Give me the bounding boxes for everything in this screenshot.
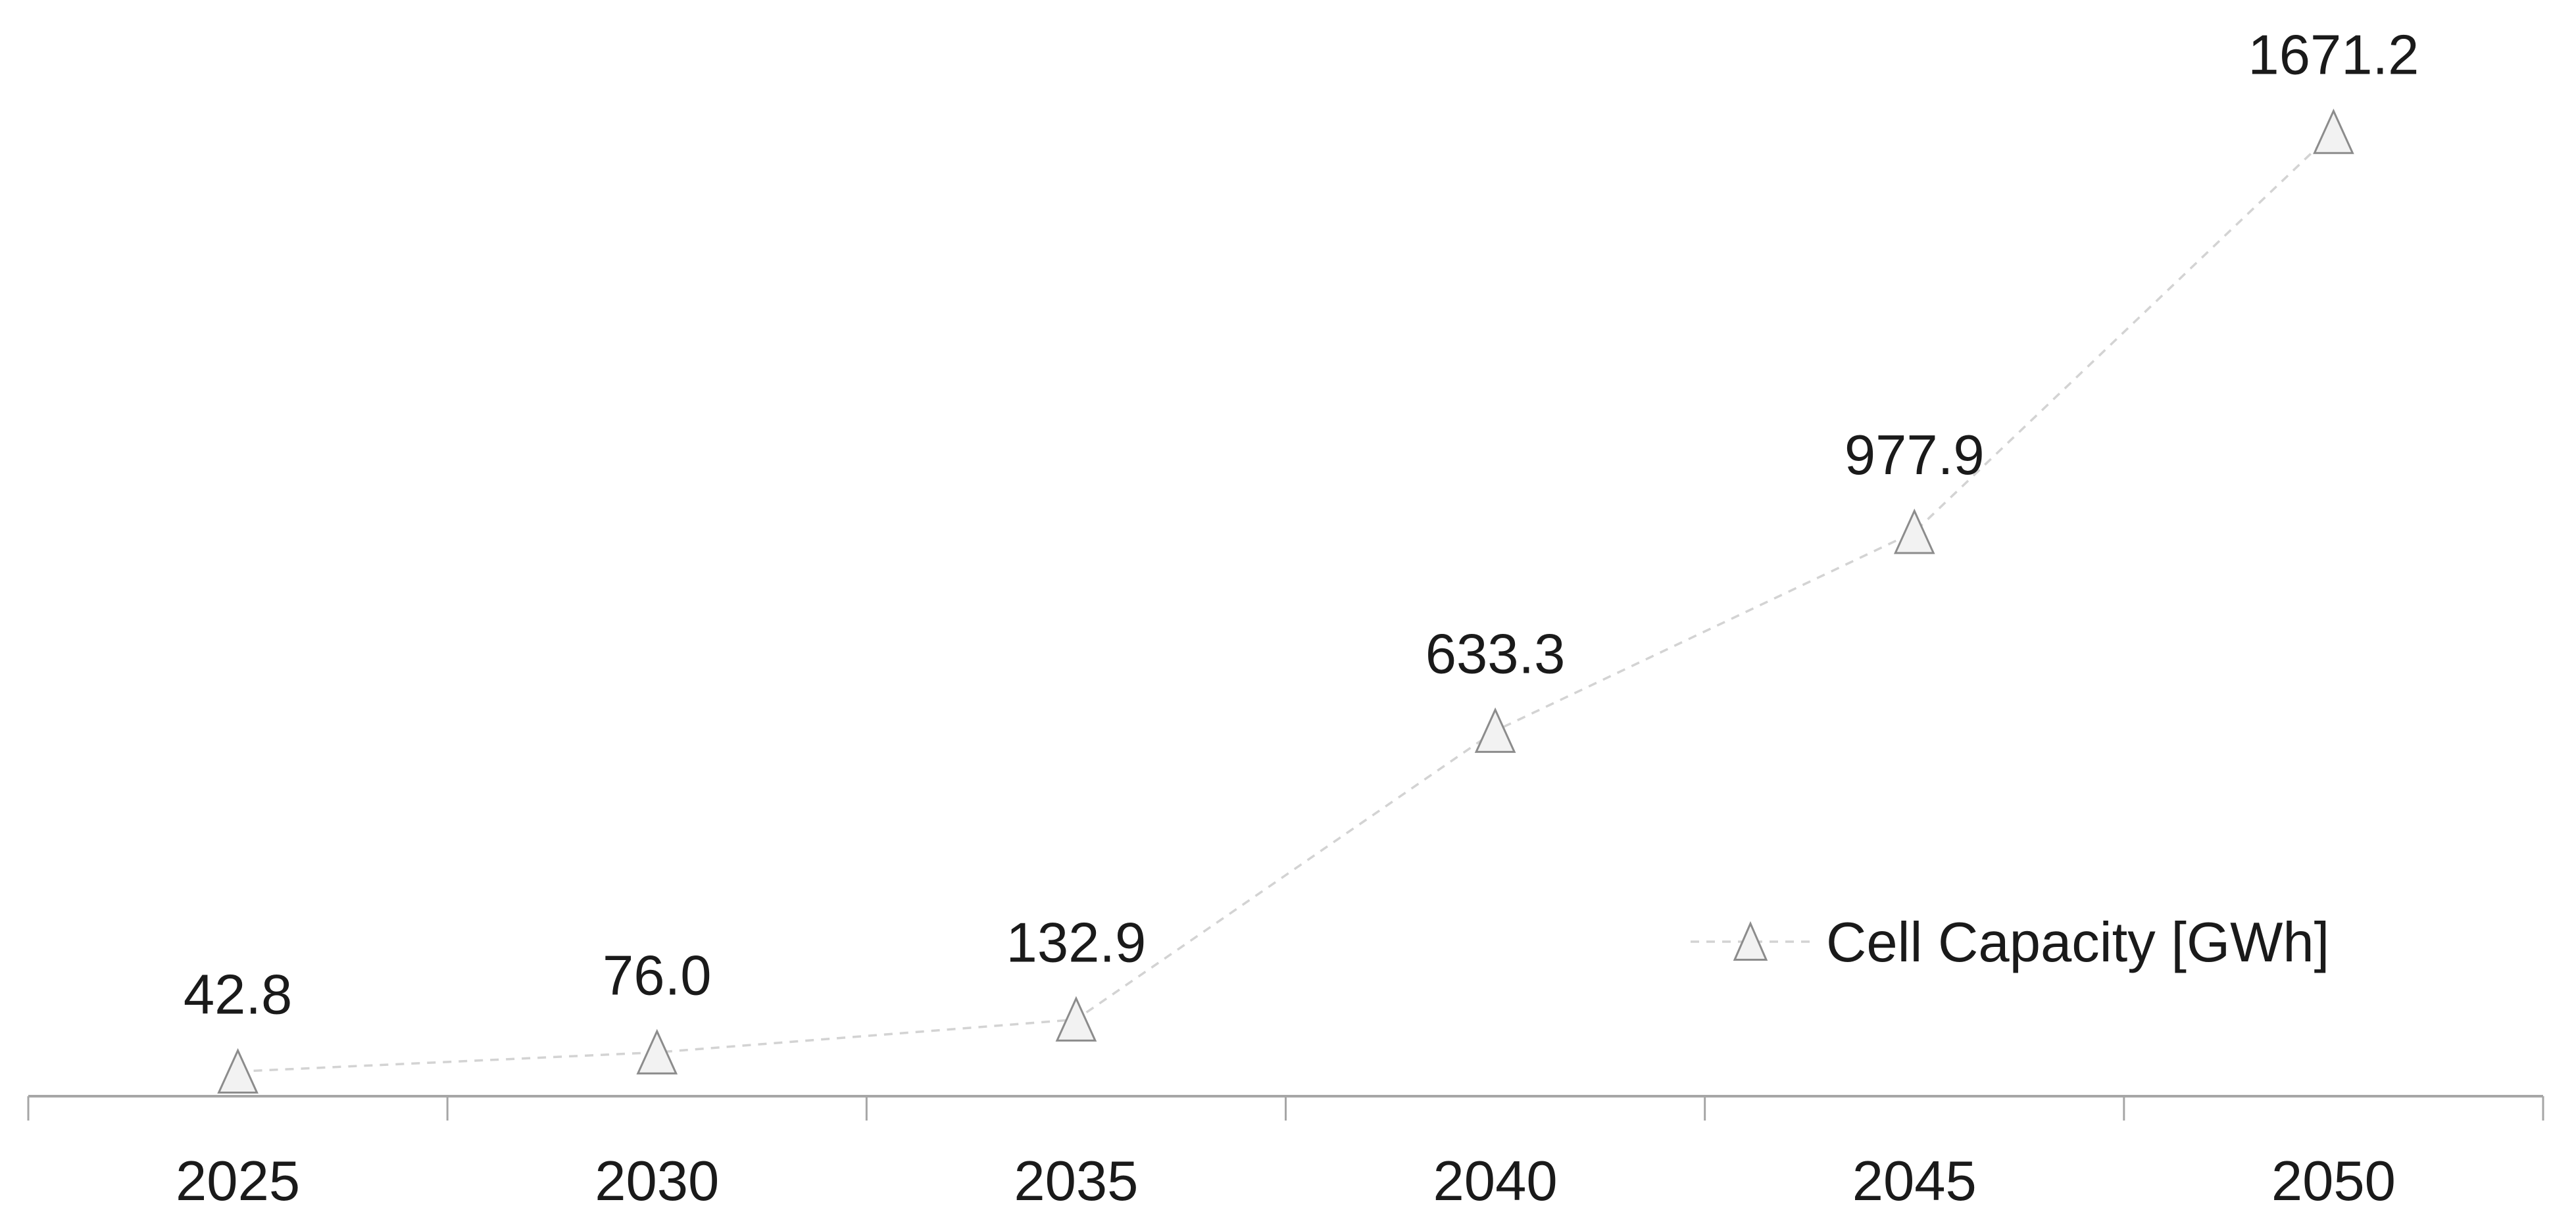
data-point-marker-2030 <box>636 1028 678 1074</box>
data-label-2030: 76.0 <box>603 944 711 1007</box>
data-label-2050: 1671.2 <box>2248 24 2419 87</box>
legend-label: Cell Capacity [GWh] <box>1826 911 2329 974</box>
data-label-2025: 42.8 <box>184 963 292 1026</box>
series-line <box>237 131 2335 1073</box>
x-axis-label-2045: 2045 <box>1852 1150 1977 1213</box>
data-point-marker-2035 <box>1055 996 1097 1042</box>
data-label-2040: 633.3 <box>1425 623 1566 685</box>
x-axis-label-2025: 2025 <box>176 1150 300 1213</box>
x-axis-label-2050: 2050 <box>2271 1150 2396 1213</box>
data-label-2035: 132.9 <box>1006 911 1147 974</box>
data-point-marker-2045 <box>1893 508 1935 554</box>
x-axis-label-2040: 2040 <box>1433 1150 1558 1213</box>
data-label-2045: 977.9 <box>1845 424 1985 487</box>
data-point-marker-2050 <box>2313 109 2354 155</box>
data-point-marker-2040 <box>1474 707 1516 753</box>
x-axis-label-2035: 2035 <box>1014 1150 1138 1213</box>
data-point-marker-2025 <box>217 1048 259 1094</box>
x-axis-label-2030: 2030 <box>595 1150 719 1213</box>
legend-marker-icon <box>1733 921 1768 961</box>
